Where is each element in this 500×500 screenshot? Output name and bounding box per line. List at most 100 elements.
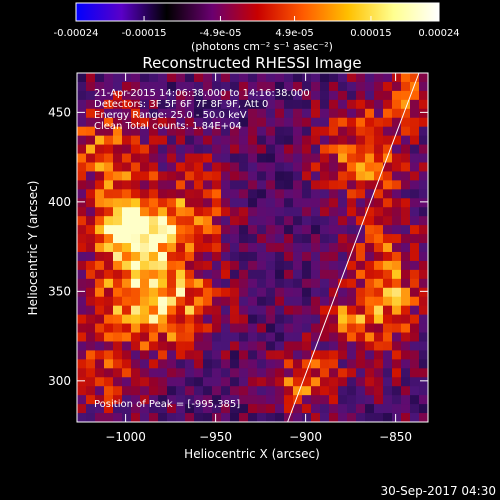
heatmap-cell: [365, 171, 375, 181]
heatmap-cell: [257, 171, 267, 181]
heatmap-cell: [365, 207, 375, 217]
heatmap-cell: [374, 323, 384, 334]
heatmap-cell: [113, 260, 123, 271]
heatmap-cell: [122, 135, 132, 146]
heatmap-cell: [329, 243, 339, 253]
heatmap-cell: [113, 395, 123, 405]
heatmap-cell: [293, 296, 303, 307]
heatmap-cell: [257, 162, 267, 173]
heatmap-cell: [140, 243, 150, 253]
heatmap-cell: [113, 386, 123, 396]
heatmap-cell: [131, 126, 141, 137]
heatmap-cell: [185, 287, 195, 298]
heatmap-cell: [86, 234, 96, 244]
heatmap-cell: [257, 73, 267, 83]
heatmap-cell: [410, 216, 420, 226]
heatmap-cell: [374, 126, 384, 137]
heatmap-cell: [275, 171, 285, 181]
heatmap-cell: [167, 314, 177, 325]
heatmap-cell: [419, 171, 428, 181]
heatmap-cell: [239, 108, 249, 119]
heatmap-cell: [167, 90, 177, 101]
heatmap-cell: [230, 171, 240, 181]
heatmap-cell: [338, 278, 348, 289]
heatmap-cell: [284, 305, 294, 316]
heatmap-cell: [122, 198, 132, 208]
heatmap-cell: [230, 207, 240, 217]
heatmap-cell: [122, 207, 132, 217]
heatmap-cell: [77, 368, 87, 378]
heatmap-cell: [239, 404, 249, 414]
heatmap-cell: [158, 296, 168, 307]
heatmap-cell: [158, 73, 168, 83]
heatmap-cell: [77, 296, 87, 307]
heatmap-cell: [419, 287, 428, 298]
heatmap-cell: [356, 341, 366, 352]
heatmap-cell: [221, 341, 231, 352]
heatmap-cell: [248, 171, 258, 181]
heatmap-cell: [320, 404, 330, 414]
heatmap-cell: [158, 251, 168, 262]
heatmap-cell: [419, 413, 428, 422]
heatmap-cell: [248, 386, 258, 396]
heatmap-cell: [401, 171, 411, 181]
heatmap-cell: [374, 296, 384, 307]
heatmap-cell: [410, 81, 420, 92]
heatmap-cell: [248, 359, 258, 369]
heatmap-cell: [320, 162, 330, 173]
heatmap-cell: [257, 350, 267, 360]
heatmap-cell: [122, 323, 132, 334]
heatmap-cell: [122, 260, 132, 271]
heatmap-cell: [410, 162, 420, 173]
heatmap-cell: [77, 189, 87, 199]
heatmap-cell: [374, 386, 384, 396]
heatmap-cell: [383, 305, 393, 316]
heatmap-cell: [239, 296, 249, 307]
heatmap-cell: [158, 269, 168, 280]
heatmap-cell: [77, 305, 87, 316]
heatmap-cell: [419, 108, 428, 119]
heatmap-cell: [239, 243, 249, 253]
heatmap-cell: [311, 395, 321, 405]
heatmap-cell: [266, 287, 276, 298]
heatmap-cell: [419, 243, 428, 253]
heatmap-cell: [311, 198, 321, 208]
heatmap-cell: [383, 207, 393, 217]
heatmap-cell: [104, 171, 114, 181]
heatmap-cell: [104, 341, 114, 352]
heatmap-cell: [149, 234, 159, 244]
heatmap-cell: [167, 350, 177, 360]
heatmap-cell: [311, 260, 321, 271]
heatmap-cell: [158, 359, 168, 369]
heatmap-cell: [95, 368, 105, 378]
heatmap-cell: [122, 314, 132, 325]
heatmap-cell: [320, 90, 330, 101]
heatmap-cell: [347, 73, 357, 83]
heatmap-cell: [122, 386, 132, 396]
heatmap-cell: [149, 359, 159, 369]
heatmap-cell: [374, 260, 384, 271]
heatmap-cell: [365, 341, 375, 352]
heatmap-cell: [284, 198, 294, 208]
heatmap-cell: [230, 234, 240, 244]
heatmap-cell: [86, 359, 96, 369]
heatmap-cell: [302, 162, 312, 173]
heatmap-cell: [374, 216, 384, 226]
heatmap-cell: [401, 350, 411, 360]
heatmap-cell: [149, 153, 159, 164]
heatmap-cell: [140, 180, 150, 190]
heatmap-cell: [419, 81, 428, 92]
heatmap-cell: [185, 332, 195, 343]
heatmap-cell: [239, 350, 249, 360]
heatmap-cell: [347, 278, 357, 289]
heatmap-cell: [374, 99, 384, 110]
heatmap-cell: [419, 350, 428, 360]
heatmap-cell: [194, 350, 204, 360]
heatmap-cell: [104, 377, 114, 387]
heatmap-cell: [284, 171, 294, 181]
heatmap-cell: [392, 368, 402, 378]
heatmap-cell: [203, 117, 213, 128]
heatmap-cell: [86, 377, 96, 387]
heatmap-cell: [77, 153, 87, 164]
